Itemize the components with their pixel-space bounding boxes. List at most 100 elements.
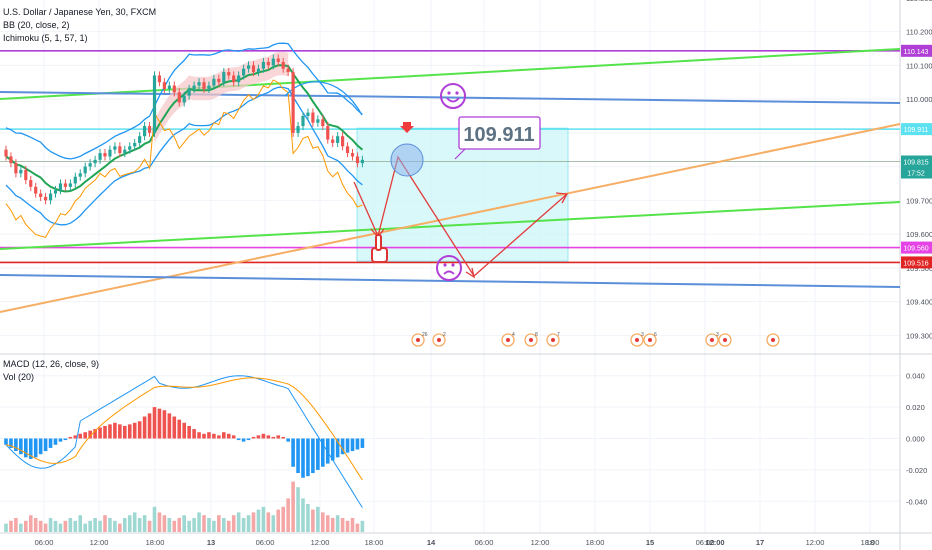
sad-face-icon [436, 255, 462, 281]
badge-bg [901, 155, 932, 168]
volume-bar [340, 518, 345, 532]
volume-bar [271, 515, 276, 532]
candle [63, 183, 67, 187]
macd-hist-bar [246, 438, 251, 441]
macd-hist-bar [9, 438, 13, 448]
macd-hist-bar [301, 438, 305, 478]
volume-bar [127, 515, 132, 532]
green-upper-trendline [0, 48, 901, 100]
arrowhead-3 [555, 192, 569, 204]
candle [246, 65, 251, 69]
badge-bg [901, 123, 932, 136]
volume-bar [63, 520, 68, 532]
macd-hist-bar [24, 438, 28, 458]
volume-bar [256, 509, 261, 532]
macd-hist-bar [14, 438, 18, 452]
chart-title: U.S. Dollar / Japanese Yen, 30, FXCM [3, 7, 157, 17]
macd-hist-bar [103, 425, 107, 439]
macd-hist-bar [330, 438, 335, 461]
candle [39, 193, 43, 197]
event-marker-icon: 2 [432, 332, 446, 347]
macd-hist-bar [197, 432, 201, 439]
magenta-line-badge: 109.560 [901, 241, 932, 254]
signal-line [5, 377, 363, 481]
candle [355, 156, 360, 164]
volume-bar [197, 512, 201, 532]
volume-bar [276, 509, 281, 532]
macd-hist-bar [68, 436, 73, 439]
orange-trendline [0, 123, 901, 313]
event-dot [506, 338, 510, 342]
volume-bar [236, 512, 241, 532]
volume-bar [43, 523, 48, 532]
volume-bar [187, 520, 191, 532]
macd-hist-bar [147, 413, 152, 439]
event-dot [648, 338, 652, 342]
cyan-line-badge: 109.911 [901, 123, 932, 136]
candle [152, 75, 157, 133]
volume-bar [147, 520, 152, 532]
time-tick-label: 12:00 [531, 538, 550, 547]
arrowhead-2 [465, 267, 475, 279]
red-line-badge: 109.516 [901, 256, 932, 269]
volume-bar [202, 515, 206, 532]
candle [147, 126, 152, 133]
volume-bars [4, 481, 365, 532]
volume-bar [335, 515, 340, 532]
macd-hist-bar [108, 424, 112, 439]
macd-hist-bar [281, 436, 285, 439]
candle [281, 61, 285, 69]
volume-bar [291, 481, 295, 532]
candle [291, 72, 295, 133]
volume-bar [78, 515, 83, 532]
bb-upper-band [5, 42, 363, 160]
event-count: 6 [654, 332, 657, 338]
macd-hist-bar [157, 408, 162, 439]
volume-bar [261, 506, 266, 532]
volume-bar [9, 520, 13, 532]
candle [311, 112, 315, 123]
candle [341, 136, 345, 147]
macd-hist-bar [236, 438, 241, 441]
macd-hist-bar [28, 438, 33, 459]
volume-bar [152, 506, 157, 532]
candle [98, 153, 102, 160]
badge-text: 109.911 [904, 127, 929, 134]
event-dot [529, 338, 533, 342]
macd-hist-bar [212, 433, 216, 439]
time-tick-label: 12:00 [705, 538, 724, 547]
candle [138, 136, 142, 143]
candle [306, 112, 310, 116]
volume-bar [4, 523, 8, 532]
volume-bar [28, 515, 33, 532]
smiley-mouth [446, 97, 460, 103]
macd-hist-bar [137, 421, 142, 439]
candle [187, 88, 191, 96]
macd-line [5, 375, 363, 508]
volume-bar [217, 515, 221, 532]
time-tick-label: 12:00 [90, 538, 109, 547]
macd-hist-bar [4, 438, 8, 445]
macd-hist-bar [192, 429, 196, 439]
macd-tick-label: -0.040 [906, 497, 927, 506]
candle [301, 115, 305, 127]
candle [251, 65, 256, 73]
macd-hist-bar [251, 436, 256, 439]
event-count: 8 [535, 332, 538, 338]
volume-bar [192, 518, 196, 532]
macd-hist-bar [316, 438, 320, 470]
price-tick-label: 110.000 [906, 95, 932, 104]
volume-bar [241, 518, 246, 532]
macd-hist-bar [53, 438, 58, 445]
ichimoku-line [5, 79, 363, 238]
price-callout-box [458, 116, 541, 150]
macd-hist-bar [187, 425, 191, 439]
candle [271, 58, 275, 66]
candle [217, 78, 221, 83]
candle [24, 169, 28, 181]
macd-hist-bar [286, 438, 290, 442]
happy-face-icon [440, 83, 466, 109]
volume-bar [330, 518, 335, 532]
candle [167, 85, 171, 89]
